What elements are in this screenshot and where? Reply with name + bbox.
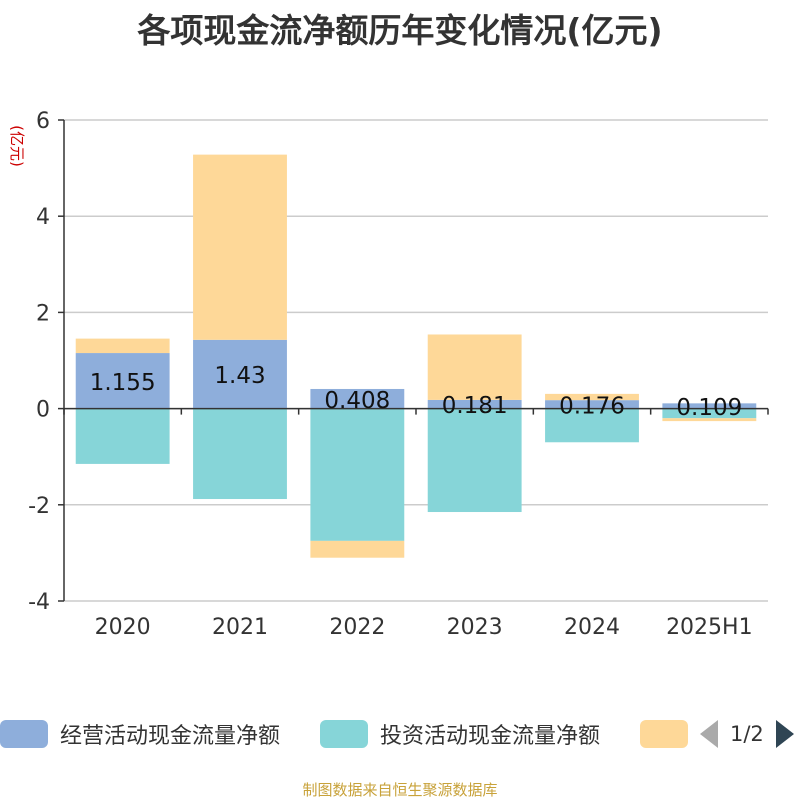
legend-next-icon[interactable] xyxy=(775,720,794,748)
legend-label-investing: 投资活动现金流量净额 xyxy=(380,724,601,749)
data-label: 0.109 xyxy=(676,395,742,421)
bar-3-2024 xyxy=(545,393,639,401)
legend-label-operating: 经营活动现金流量净额 xyxy=(60,724,281,749)
y-axis-label: (亿元) xyxy=(8,125,26,167)
legend-item-investing[interactable]: 投资活动现金流量净额 xyxy=(320,716,600,752)
bar-3-2022 xyxy=(310,540,405,558)
bar-2-2023 xyxy=(427,408,522,513)
data-label: 0.176 xyxy=(559,393,625,419)
data-label: 1.43 xyxy=(214,363,265,389)
legend-page-indicator: 1/2 xyxy=(730,722,764,746)
x-tick-label: 2023 xyxy=(447,615,503,640)
x-tick-label: 2025H1 xyxy=(666,615,753,640)
data-label: 0.181 xyxy=(442,393,508,419)
y-tick-label: 2 xyxy=(36,301,50,326)
bar-1-2020 xyxy=(75,353,170,409)
legend-prev-icon[interactable] xyxy=(700,720,718,748)
y-tick-label: 6 xyxy=(36,109,50,134)
x-tick-label: 2021 xyxy=(212,615,268,640)
legend-swatch-third xyxy=(640,720,688,748)
legend-swatch-operating xyxy=(0,720,48,748)
legend-item-operating[interactable]: 经营活动现金流量净额 xyxy=(0,716,280,752)
y-tick-label: 4 xyxy=(36,205,50,230)
y-tick-label: 0 xyxy=(36,398,50,423)
x-tick-label: 2024 xyxy=(564,615,620,640)
bar-2-2024 xyxy=(545,408,639,443)
source-note: 制图数据来自恒生聚源数据库 xyxy=(302,781,498,799)
y-tick-label: -2 xyxy=(28,494,50,519)
bar-1-2021 xyxy=(193,339,287,409)
bar-2-2021 xyxy=(193,408,287,500)
legend-item-third[interactable] xyxy=(640,716,700,752)
bar-2-2022 xyxy=(310,408,405,541)
bar-3-2023 xyxy=(427,334,522,400)
x-tick-label: 2020 xyxy=(95,615,151,640)
legend-pager: 1/2 xyxy=(700,716,794,752)
x-tick-label: 2022 xyxy=(329,615,385,640)
bar-3-2021 xyxy=(193,154,287,340)
bar-2-2025H1 xyxy=(662,408,757,419)
chart-title: 各项现金流净额历年变化情况(亿元) xyxy=(137,11,663,50)
bar-3-2025H1 xyxy=(662,418,757,422)
bar-1-2023 xyxy=(427,399,522,409)
y-tick-label: -4 xyxy=(28,590,50,615)
data-label: 0.408 xyxy=(324,388,390,414)
bar-3-2020 xyxy=(75,338,170,354)
bar-1-2022 xyxy=(310,388,405,409)
bar-1-2025H1 xyxy=(662,403,757,409)
legend-swatch-investing xyxy=(320,720,368,748)
bar-2-2020 xyxy=(75,408,170,464)
data-label: 1.155 xyxy=(90,370,156,396)
bar-1-2024 xyxy=(545,400,639,409)
